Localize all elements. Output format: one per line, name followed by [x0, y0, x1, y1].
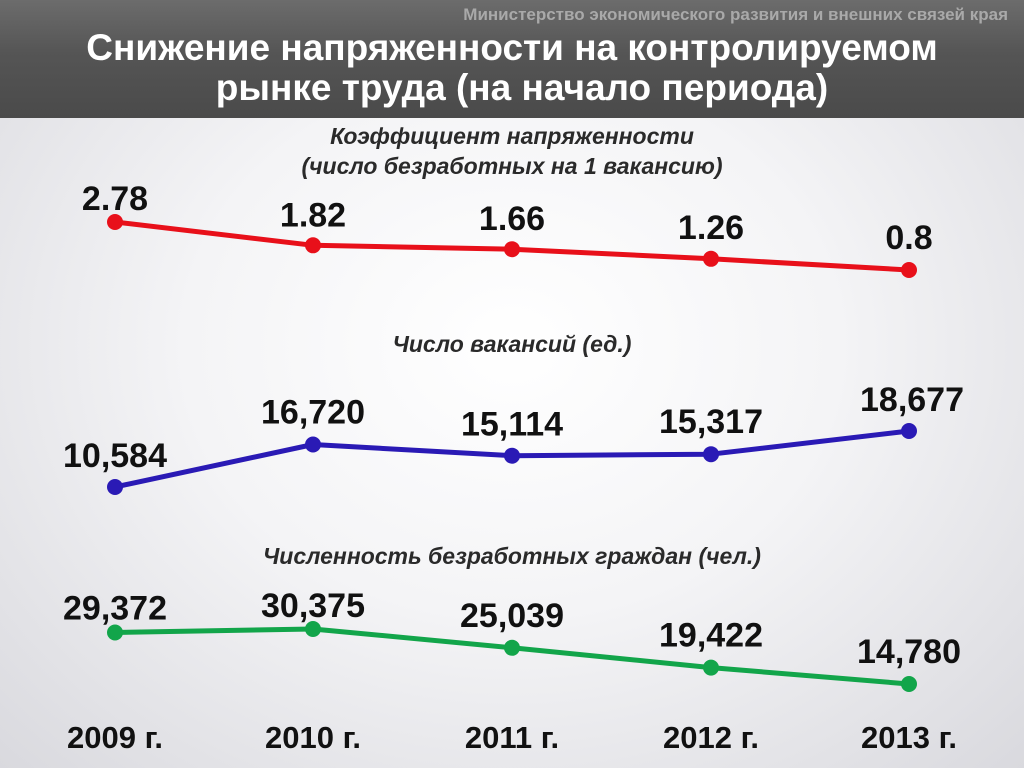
x-tick-label-4: 2012 г. — [663, 720, 759, 755]
unemployed-chart-title-line1: Численность безработных граждан (чел.) — [263, 543, 761, 569]
vacancies-data-label-1: 10,584 — [63, 437, 167, 475]
tension-chart-title-line2: (число безработных на 1 вакансию) — [301, 153, 723, 179]
unemployed-data-label-1: 29,372 — [63, 590, 167, 628]
tension-data-label-2: 1.82 — [280, 196, 346, 234]
ministry-name: Министерство экономического развития и в… — [463, 5, 1008, 24]
unemployed-data-label-3: 25,039 — [460, 597, 564, 635]
slide-title-line2: рынке труда (на начало периода) — [215, 67, 829, 108]
vacancies-point-2 — [305, 436, 321, 453]
tension-chart-title-line1: Коэффициент напряженности — [330, 123, 694, 149]
header-bar: Министерство экономического развития и в… — [0, 0, 1024, 118]
x-tick-label-3: 2011 г. — [465, 720, 559, 755]
vacancies-point-4 — [703, 446, 719, 463]
vacancies-chart-title-line1: Число вакансий (ед.) — [392, 331, 632, 357]
tension-point-5 — [901, 262, 917, 278]
vacancies-point-1 — [107, 479, 123, 495]
vacancies-point-3 — [504, 447, 520, 464]
tension-point-1 — [107, 214, 123, 230]
vacancies-data-label-4: 15,317 — [659, 403, 763, 441]
unemployed-chart-title: Численность безработных граждан (чел.) — [0, 541, 1024, 571]
unemployed-series-line — [112, 626, 912, 687]
x-tick-label-2: 2010 г. — [265, 720, 361, 755]
x-tick-label-5: 2013 г. — [861, 720, 957, 755]
unemployed-point-2 — [305, 621, 321, 637]
tension-point-2 — [305, 237, 321, 254]
slide-title: Снижение напряженности на контролируемом… — [0, 28, 1024, 108]
unemployed-point-4 — [703, 659, 719, 676]
vacancies-point-5 — [901, 423, 917, 439]
tension-data-label-3: 1.66 — [479, 200, 545, 238]
tension-point-4 — [703, 250, 719, 267]
tension-point-3 — [504, 241, 520, 258]
unemployed-point-1 — [107, 624, 123, 641]
vacancies-data-label-2: 16,720 — [261, 394, 365, 432]
tension-data-label-1: 2.78 — [82, 180, 148, 218]
vacancies-chart-title: Число вакансий (ед.) — [0, 329, 1024, 359]
unemployed-point-3 — [504, 639, 520, 656]
unemployed-data-label-2: 30,375 — [261, 587, 365, 625]
unemployed-data-label-4: 19,422 — [659, 617, 763, 655]
slide-title-line1: Снижение напряженности на контролируемом — [86, 27, 938, 68]
vacancies-data-label-5: 18,677 — [860, 381, 964, 419]
unemployed-point-5 — [901, 676, 917, 692]
unemployed-data-label-5: 14,780 — [857, 633, 961, 671]
vacancies-data-label-3: 15,114 — [461, 406, 563, 444]
tension-data-label-4: 1.26 — [678, 209, 744, 247]
tension-data-label-5: 0.8 — [885, 219, 932, 257]
x-tick-label-1: 2009 г. — [67, 720, 163, 755]
tension-chart-title: Коэффициент напряженности (число безрабо… — [0, 121, 1024, 181]
